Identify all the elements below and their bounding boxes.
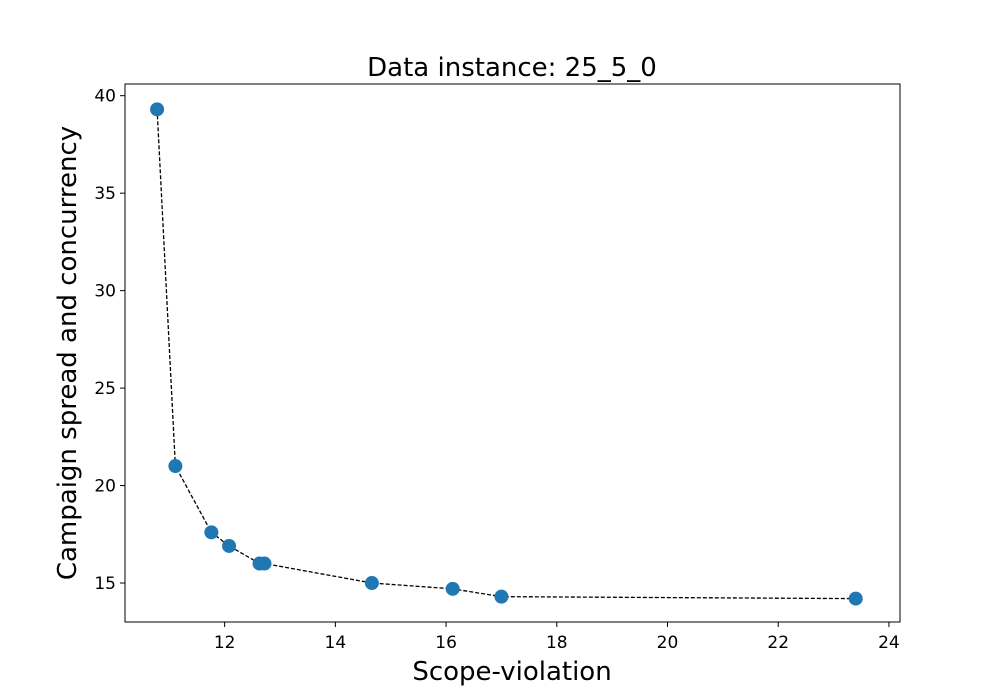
data-point xyxy=(445,581,460,596)
data-point xyxy=(222,538,237,553)
data-series xyxy=(150,102,863,606)
x-axis-ticks: 12 14 16 18 20 22 24 xyxy=(214,622,900,653)
y-tick-label: 30 xyxy=(94,282,116,302)
y-tick-label: 15 xyxy=(94,574,116,594)
plot-background xyxy=(125,84,900,622)
x-tick-label: 20 xyxy=(657,633,679,653)
x-tick-label: 12 xyxy=(214,633,236,653)
y-tick-label: 20 xyxy=(94,477,116,497)
x-axis-title: Scope-violation xyxy=(412,657,611,687)
y-axis-ticks: 15 20 25 30 35 40 xyxy=(94,87,125,594)
data-point xyxy=(494,589,509,604)
y-tick-label: 40 xyxy=(94,87,116,107)
x-tick-label: 22 xyxy=(767,633,789,653)
chart-title: Data instance: 25_5_0 xyxy=(367,53,657,83)
y-axis-title: Campaign spread and concurrency xyxy=(53,126,83,580)
x-tick-label: 24 xyxy=(878,633,900,653)
data-point xyxy=(364,576,379,591)
data-point xyxy=(848,591,863,606)
data-point xyxy=(204,525,219,540)
x-tick-label: 14 xyxy=(325,633,347,653)
x-tick-label: 18 xyxy=(546,633,568,653)
y-tick-label: 25 xyxy=(94,379,116,399)
data-point xyxy=(257,556,272,571)
x-tick-label: 16 xyxy=(435,633,457,653)
plot-frame xyxy=(124,83,901,623)
y-tick-label: 35 xyxy=(94,184,116,204)
data-point xyxy=(168,459,183,474)
data-point xyxy=(150,102,165,117)
